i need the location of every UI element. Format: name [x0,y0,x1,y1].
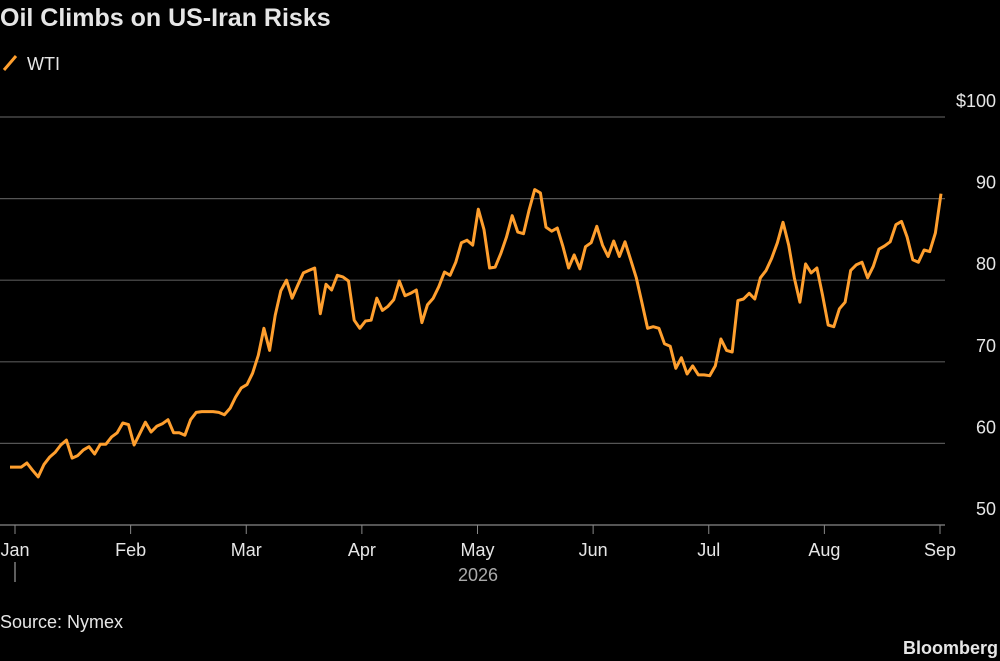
x-axis-label: 2026 [458,565,498,585]
y-tick-label: 90 [976,173,996,193]
chart-title: Oil Climbs on US-Iran Risks [0,4,331,32]
brand: Bloomberg [903,638,998,658]
y-tick-label: 70 [976,336,996,356]
x-tick-label: Jan [0,540,29,560]
legend-swatch [2,55,18,71]
x-tick-label: Sep [924,540,956,560]
x-tick-label: Feb [115,540,146,560]
y-tick-label: $100 [956,91,996,111]
legend-label: WTI [27,54,60,74]
x-tick-label: Mar [231,540,262,560]
x-tick-label: May [460,540,494,560]
x-tick-label: Aug [808,540,840,560]
y-tick-label: 50 [976,499,996,519]
x-tick-label: Jun [579,540,608,560]
source: Source: Nymex [0,612,123,632]
y-tick-label: 80 [976,254,996,274]
x-tick-label: Jul [697,540,720,560]
x-tick-label: Apr [348,540,376,560]
y-tick-label: 60 [976,417,996,437]
line-series [10,188,943,479]
